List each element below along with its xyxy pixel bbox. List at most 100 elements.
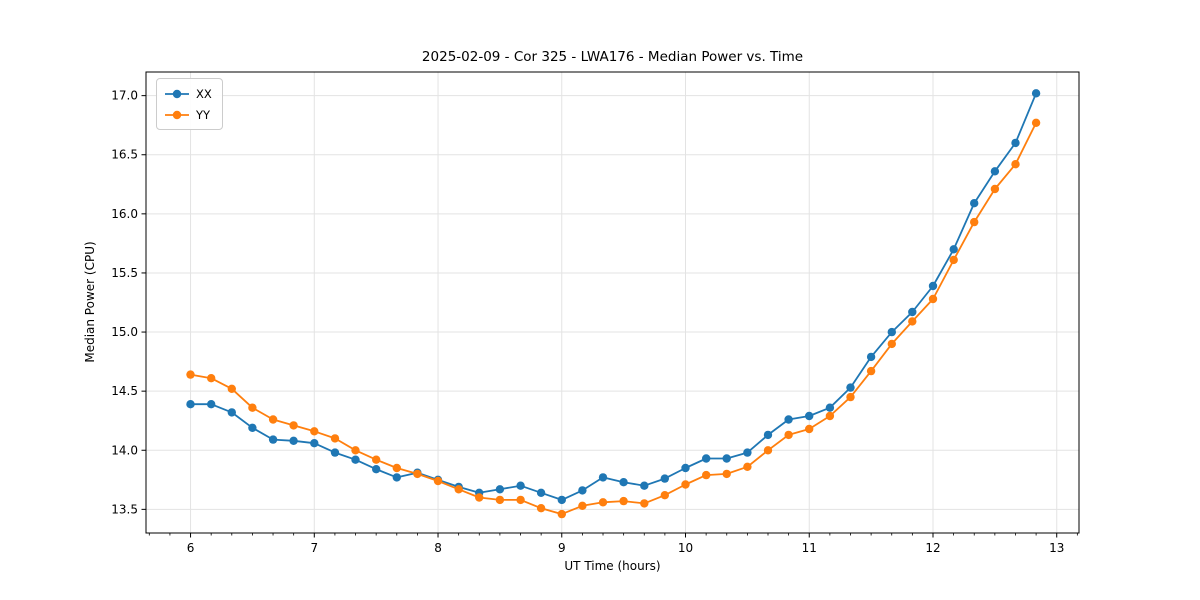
data-point-yy xyxy=(248,403,257,412)
series-line-yy xyxy=(189,121,1037,515)
data-point-xx xyxy=(681,463,690,473)
data-point-yy xyxy=(536,504,546,513)
data-point-xx xyxy=(784,415,793,424)
data-point-yy xyxy=(990,184,1000,194)
data-point-yy xyxy=(475,493,484,502)
data-point-yy xyxy=(330,434,340,443)
legend-marker-xx xyxy=(165,89,189,98)
chart-title: 2025-02-09 - Cor 325 - LWA176 - Median P… xyxy=(421,49,804,65)
data-point-xx xyxy=(289,436,298,445)
data-point-yy xyxy=(392,463,401,473)
data-point-yy xyxy=(722,469,731,479)
data-point-xx xyxy=(1011,138,1020,148)
data-point-yy xyxy=(1011,160,1020,169)
x-tick-label: 9 xyxy=(558,541,566,555)
data-point-yy xyxy=(743,462,752,471)
data-point-xx xyxy=(578,486,587,495)
data-point-yy xyxy=(578,501,587,510)
data-point-xx xyxy=(495,485,505,494)
data-point-yy xyxy=(516,495,525,505)
data-point-xx xyxy=(640,481,649,490)
legend-label-yy: YY xyxy=(196,107,211,122)
data-point-yy xyxy=(413,469,422,479)
data-point-xx xyxy=(866,352,876,362)
legend-marker-yy xyxy=(165,110,189,119)
data-point-yy xyxy=(268,415,278,424)
data-point-xx xyxy=(990,167,1000,176)
y-tick-label: 15.0 xyxy=(111,325,138,339)
y-tick-label: 16.5 xyxy=(111,148,138,162)
data-point-yy xyxy=(887,339,896,349)
data-point-xx xyxy=(516,481,525,490)
data-point-yy xyxy=(495,495,505,505)
y-tick-label: 14.0 xyxy=(111,443,138,457)
data-point-xx xyxy=(722,454,731,463)
y-tick-label: 15.5 xyxy=(111,266,138,280)
data-point-yy xyxy=(227,384,236,393)
data-point-yy xyxy=(557,509,566,519)
data-point-xx xyxy=(310,439,319,448)
data-point-xx xyxy=(660,474,669,483)
data-point-xx xyxy=(702,454,711,463)
data-point-xx xyxy=(186,400,195,409)
data-point-yy xyxy=(598,498,608,507)
data-point-xx xyxy=(970,199,979,208)
data-point-yy xyxy=(186,370,195,379)
data-point-yy xyxy=(310,427,319,436)
data-point-yy xyxy=(454,485,463,494)
x-axis-label: UT Time (hours) xyxy=(564,559,661,573)
x-tick-label: 11 xyxy=(802,541,817,555)
data-point-yy xyxy=(949,255,958,265)
data-point-yy xyxy=(970,217,979,227)
x-tick-label: 8 xyxy=(434,541,442,555)
x-tick-label: 6 xyxy=(187,541,195,555)
data-point-yy xyxy=(784,430,793,440)
y-tick-label: 16.0 xyxy=(111,207,138,221)
data-point-xx xyxy=(330,448,340,457)
legend-item-yy: YY xyxy=(164,104,212,125)
y-tick-label: 14.5 xyxy=(111,384,138,398)
data-point-yy xyxy=(207,374,216,383)
data-point-yy xyxy=(825,411,835,421)
y-axis-label: Median Power (CPU) xyxy=(83,241,97,363)
x-tick-label: 10 xyxy=(678,541,693,555)
x-tick-label: 12 xyxy=(925,541,940,555)
data-point-yy xyxy=(763,446,773,455)
data-point-yy xyxy=(372,455,381,464)
data-point-xx xyxy=(536,488,546,497)
data-point-xx xyxy=(743,448,752,457)
data-point-xx xyxy=(619,478,628,487)
data-point-xx xyxy=(392,473,401,482)
data-point-yy xyxy=(681,480,690,489)
data-point-yy xyxy=(433,476,443,486)
legend-label-xx: XX xyxy=(196,86,212,101)
data-point-yy xyxy=(1031,118,1041,128)
data-point-yy xyxy=(660,491,669,500)
data-point-yy xyxy=(289,421,298,430)
data-point-yy xyxy=(928,294,938,304)
data-point-xx xyxy=(207,400,216,409)
data-point-xx xyxy=(928,281,938,291)
x-tick-label: 7 xyxy=(310,541,318,555)
data-point-xx xyxy=(372,465,381,474)
legend-item-xx: XX xyxy=(164,83,212,104)
data-point-yy xyxy=(702,470,711,480)
data-point-xx xyxy=(227,408,236,417)
data-point-xx xyxy=(268,435,278,444)
plot-border xyxy=(145,71,1080,534)
data-point-xx xyxy=(805,411,814,421)
data-point-yy xyxy=(846,392,855,402)
data-point-xx xyxy=(557,495,566,505)
data-point-xx xyxy=(908,307,917,317)
legend: XX YY xyxy=(156,78,223,130)
data-point-xx xyxy=(887,327,896,337)
data-point-yy xyxy=(619,496,628,506)
data-point-xx xyxy=(248,423,257,432)
y-tick-label: 13.5 xyxy=(111,502,138,516)
data-point-xx xyxy=(351,455,360,464)
y-tick-label: 17.0 xyxy=(111,89,138,103)
data-point-yy xyxy=(805,424,814,434)
data-point-xx xyxy=(1031,89,1041,98)
